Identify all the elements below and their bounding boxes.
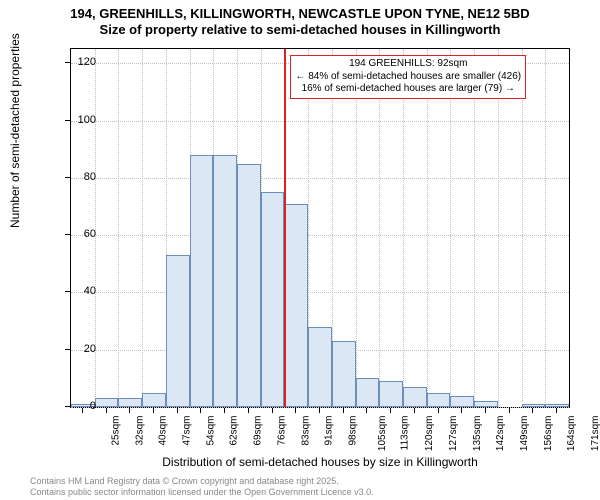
title-line-2: Size of property relative to semi-detach… xyxy=(0,22,600,38)
y-tick-mark xyxy=(65,349,70,350)
x-tick-mark xyxy=(177,408,178,413)
x-tick-label: 83sqm xyxy=(300,416,311,446)
footer-line-1: Contains HM Land Registry data © Crown c… xyxy=(30,476,374,487)
y-tick-mark xyxy=(65,406,70,407)
x-tick-label: 120sqm xyxy=(424,416,435,452)
histogram-bar xyxy=(261,192,285,407)
x-tick-label: 32sqm xyxy=(134,416,145,446)
histogram-bar xyxy=(427,393,451,407)
gridline-v xyxy=(545,49,546,407)
x-tick-label: 105sqm xyxy=(377,416,388,452)
annotation-box: 194 GREENHILLS: 92sqm← 84% of semi-detac… xyxy=(290,55,526,99)
x-tick-mark xyxy=(366,408,367,413)
x-tick-mark xyxy=(532,408,533,413)
footer-credits: Contains HM Land Registry data © Crown c… xyxy=(30,476,374,498)
x-tick-mark xyxy=(82,408,83,413)
gridline-v xyxy=(356,49,357,407)
histogram-bar xyxy=(545,404,569,407)
x-tick-mark xyxy=(390,408,391,413)
annotation-line-2: 16% of semi-detached houses are larger (… xyxy=(295,83,521,96)
histogram-bar xyxy=(450,396,474,407)
gridline-v xyxy=(498,49,499,407)
x-tick-mark xyxy=(200,408,201,413)
gridline-v xyxy=(142,49,143,407)
gridline-v xyxy=(118,49,119,407)
gridline-h xyxy=(71,178,569,179)
x-tick-label: 54sqm xyxy=(205,416,216,446)
y-tick-mark xyxy=(65,234,70,235)
x-tick-label: 164sqm xyxy=(567,416,578,452)
gridline-v xyxy=(522,49,523,407)
x-tick-mark xyxy=(438,408,439,413)
x-tick-label: 171sqm xyxy=(590,416,600,452)
histogram-bar xyxy=(522,404,546,407)
histogram-bar xyxy=(95,398,119,407)
gridline-v xyxy=(450,49,451,407)
histogram-bar xyxy=(284,204,308,407)
annotation-line-1: ← 84% of semi-detached houses are smalle… xyxy=(295,71,521,84)
x-tick-mark xyxy=(343,408,344,413)
gridline-h xyxy=(71,121,569,122)
x-tick-mark xyxy=(319,408,320,413)
gridline-v xyxy=(474,49,475,407)
gridline-v xyxy=(403,49,404,407)
y-tick-mark xyxy=(65,62,70,63)
title-block: 194, GREENHILLS, KILLINGWORTH, NEWCASTLE… xyxy=(0,0,600,39)
x-tick-label: 113sqm xyxy=(400,416,411,451)
histogram-bar xyxy=(403,387,427,407)
chart-container: 194, GREENHILLS, KILLINGWORTH, NEWCASTLE… xyxy=(0,0,600,500)
y-tick-mark xyxy=(65,120,70,121)
histogram-bar xyxy=(142,393,166,407)
x-tick-label: 142sqm xyxy=(495,416,506,452)
histogram-bar xyxy=(237,164,261,407)
histogram-bar xyxy=(166,255,190,407)
x-tick-mark xyxy=(485,408,486,413)
x-tick-label: 91sqm xyxy=(324,416,335,446)
histogram-bar xyxy=(190,155,214,407)
x-tick-mark xyxy=(224,408,225,413)
annotation-title: 194 GREENHILLS: 92sqm xyxy=(295,58,521,71)
x-tick-mark xyxy=(461,408,462,413)
x-tick-mark xyxy=(129,408,130,413)
x-tick-mark xyxy=(556,408,557,413)
x-tick-mark xyxy=(509,408,510,413)
gridline-v xyxy=(379,49,380,407)
histogram-bar xyxy=(356,378,380,407)
x-tick-mark xyxy=(106,408,107,413)
histogram-bar xyxy=(308,327,332,407)
y-axis-label: Number of semi-detached properties xyxy=(8,33,22,228)
marker-line xyxy=(284,49,286,407)
footer-line-2: Contains public sector information licen… xyxy=(30,487,374,498)
x-tick-mark xyxy=(248,408,249,413)
x-tick-mark xyxy=(295,408,296,413)
plot-area: 194 GREENHILLS: 92sqm← 84% of semi-detac… xyxy=(70,48,570,408)
x-tick-label: 98sqm xyxy=(348,416,359,446)
x-axis-label: Distribution of semi-detached houses by … xyxy=(70,455,570,469)
title-line-1: 194, GREENHILLS, KILLINGWORTH, NEWCASTLE… xyxy=(0,6,600,22)
gridline-v xyxy=(427,49,428,407)
x-tick-label: 149sqm xyxy=(519,416,530,452)
x-tick-label: 40sqm xyxy=(158,416,169,446)
x-tick-label: 25sqm xyxy=(110,416,121,446)
x-tick-mark xyxy=(272,408,273,413)
gridline-h xyxy=(71,292,569,293)
histogram-bar xyxy=(474,401,498,407)
x-tick-label: 69sqm xyxy=(253,416,264,446)
x-tick-label: 127sqm xyxy=(448,416,459,452)
x-tick-label: 47sqm xyxy=(182,416,193,446)
x-tick-label: 135sqm xyxy=(472,416,483,452)
x-tick-mark xyxy=(414,408,415,413)
histogram-bar xyxy=(332,341,356,407)
histogram-bar xyxy=(379,381,403,407)
x-tick-mark xyxy=(153,408,154,413)
x-tick-label: 156sqm xyxy=(543,416,554,452)
x-tick-label: 62sqm xyxy=(229,416,240,446)
gridline-h xyxy=(71,235,569,236)
histogram-bar xyxy=(118,398,142,407)
gridline-h xyxy=(71,407,569,408)
y-tick-mark xyxy=(65,177,70,178)
x-tick-label: 76sqm xyxy=(276,416,287,446)
histogram-bar xyxy=(213,155,237,407)
y-tick-mark xyxy=(65,291,70,292)
